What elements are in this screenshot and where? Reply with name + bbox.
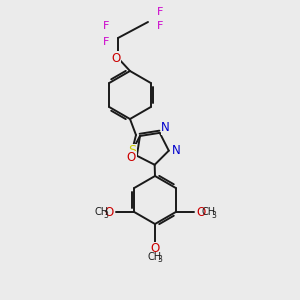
- Text: CH: CH: [202, 207, 216, 217]
- Text: S: S: [128, 145, 136, 158]
- Text: F: F: [157, 7, 163, 17]
- Text: O: O: [196, 206, 206, 218]
- Text: N: N: [161, 122, 170, 134]
- Text: 3: 3: [158, 256, 162, 265]
- Text: F: F: [103, 37, 109, 47]
- Text: F: F: [103, 21, 109, 31]
- Text: O: O: [111, 52, 121, 64]
- Text: 3: 3: [104, 212, 109, 220]
- Text: N: N: [171, 144, 180, 157]
- Text: 3: 3: [211, 212, 216, 220]
- Text: O: O: [126, 151, 136, 164]
- Text: CH: CH: [148, 252, 162, 262]
- Text: O: O: [105, 206, 114, 218]
- Text: F: F: [157, 21, 163, 31]
- Text: O: O: [150, 242, 160, 256]
- Text: CH: CH: [94, 207, 108, 217]
